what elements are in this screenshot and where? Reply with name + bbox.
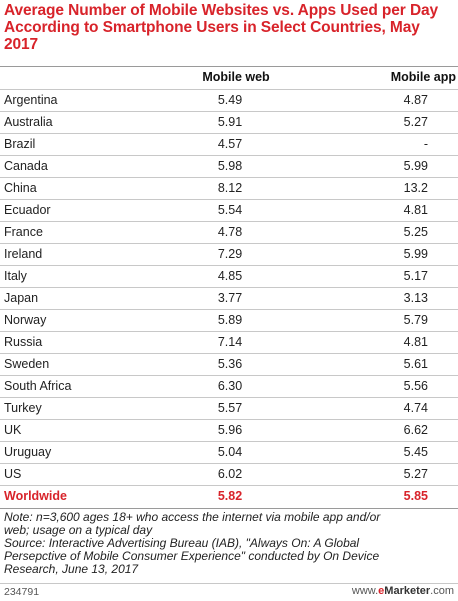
table-header: Mobile web Mobile app bbox=[0, 67, 458, 89]
table-row: Italy 4.85 5.17 bbox=[0, 265, 458, 287]
table-body: Argentina 5.49 4.87 Australia 5.91 5.27 Brazil… bbox=[0, 89, 458, 507]
table-row: Norway 5.89 5.79 bbox=[0, 309, 458, 331]
source-line: Research, June 13, 2017 bbox=[4, 562, 139, 576]
chart-title: Average Number of Mobile Websites vs. Ap… bbox=[4, 2, 439, 53]
mobile-web-value: 5.82 bbox=[217, 489, 243, 503]
table-row: Canada 5.98 5.99 bbox=[0, 155, 458, 177]
mobile-web-value: 3.77 bbox=[217, 291, 243, 305]
mobile-web-value: 5.54 bbox=[217, 203, 243, 217]
mobile-app-value: 5.61 bbox=[403, 357, 428, 371]
brand-logo: www.eMarketer.com bbox=[352, 585, 454, 597]
brand-suffix: .com bbox=[430, 585, 454, 597]
country-label: China bbox=[4, 181, 37, 195]
table-row: Uruguay 5.04 5.45 bbox=[0, 441, 458, 463]
notes: Note: n=3,600 ages 18+ who access the in… bbox=[4, 511, 456, 576]
country-label: Ireland bbox=[4, 247, 43, 261]
top-divider bbox=[0, 66, 458, 67]
table-row: US 6.02 5.27 bbox=[0, 463, 458, 485]
mobile-web-value: 6.30 bbox=[217, 379, 243, 393]
mobile-app-value: 5.27 bbox=[403, 115, 428, 129]
mobile-app-value: 5.99 bbox=[403, 247, 428, 261]
table-row: Ecuador 5.54 4.81 bbox=[0, 199, 458, 221]
mobile-app-value: 5.79 bbox=[403, 313, 428, 327]
mobile-web-value: 5.96 bbox=[217, 423, 243, 437]
note-line: web; usage on a typical day bbox=[4, 523, 153, 537]
mobile-web-value: 5.57 bbox=[217, 401, 243, 415]
country-label: Worldwide bbox=[4, 489, 67, 503]
mobile-web-value: 5.49 bbox=[217, 93, 243, 107]
mobile-app-value: 4.81 bbox=[403, 203, 428, 217]
country-label: Italy bbox=[4, 269, 27, 283]
column-header-mobile-app: Mobile app bbox=[390, 70, 456, 84]
mobile-app-value: 5.56 bbox=[403, 379, 428, 393]
country-label: Uruguay bbox=[4, 445, 52, 459]
mobile-app-value: 4.87 bbox=[403, 93, 428, 107]
mobile-app-value: 5.17 bbox=[403, 269, 428, 283]
mobile-app-value: 5.45 bbox=[403, 445, 428, 459]
mobile-web-value: 7.29 bbox=[217, 247, 243, 261]
table-row: Argentina 5.49 4.87 bbox=[0, 89, 458, 111]
mobile-app-value: 5.85 bbox=[403, 489, 428, 503]
country-label: Russia bbox=[4, 335, 43, 349]
country-label: Sweden bbox=[4, 357, 50, 371]
country-label: US bbox=[4, 467, 22, 481]
mobile-app-value: 3.13 bbox=[403, 291, 428, 305]
bottom-divider bbox=[0, 508, 458, 509]
mobile-app-value: 5.99 bbox=[403, 159, 428, 173]
table-row: France 4.78 5.25 bbox=[0, 221, 458, 243]
table-row: Australia 5.91 5.27 bbox=[0, 111, 458, 133]
table-row: China 8.12 13.2 bbox=[0, 177, 458, 199]
mobile-app-value: 5.27 bbox=[403, 467, 428, 481]
mobile-web-value: 5.04 bbox=[217, 445, 243, 459]
source-line: Persepctive of Mobile Consumer Experienc… bbox=[4, 549, 380, 563]
table-row: Russia 7.14 4.81 bbox=[0, 331, 458, 353]
brand-e: e bbox=[378, 585, 385, 597]
country-label: Australia bbox=[4, 115, 53, 129]
table-row: South Africa 6.30 5.56 bbox=[0, 375, 458, 397]
country-label: Brazil bbox=[4, 137, 36, 151]
country-label: Argentina bbox=[4, 93, 58, 107]
mobile-app-value: 5.25 bbox=[403, 225, 428, 239]
brand-prefix: www. bbox=[351, 585, 379, 597]
country-label: Canada bbox=[4, 159, 48, 173]
country-label: Norway bbox=[4, 313, 47, 327]
country-label: UK bbox=[4, 423, 22, 437]
mobile-web-value: 5.89 bbox=[217, 313, 243, 327]
mobile-web-value: 4.57 bbox=[217, 137, 243, 151]
chart-id: 234791 bbox=[4, 586, 40, 598]
table-row: Japan 3.77 3.13 bbox=[0, 287, 458, 309]
table-row: Brazil 4.57 - bbox=[0, 133, 458, 155]
table-row-total: Worldwide 5.82 5.85 bbox=[0, 485, 458, 507]
mobile-app-value: 13.2 bbox=[403, 181, 428, 195]
mobile-web-value: 7.14 bbox=[217, 335, 243, 349]
country-label: South Africa bbox=[4, 379, 72, 393]
mobile-app-value: 6.62 bbox=[403, 423, 428, 437]
column-header-mobile-web: Mobile web bbox=[202, 70, 270, 84]
brand-name: Marketer bbox=[384, 585, 431, 597]
mobile-app-value: 4.74 bbox=[403, 401, 428, 415]
table-row: Ireland 7.29 5.99 bbox=[0, 243, 458, 265]
footer-divider bbox=[0, 583, 458, 584]
mobile-app-value: 4.81 bbox=[403, 335, 428, 349]
mobile-web-value: 4.78 bbox=[217, 225, 243, 239]
table-row: UK 5.96 6.62 bbox=[0, 419, 458, 441]
table-row: Turkey 5.57 4.74 bbox=[0, 397, 458, 419]
country-label: Turkey bbox=[4, 401, 42, 415]
mobile-web-value: 6.02 bbox=[217, 467, 243, 481]
country-label: France bbox=[4, 225, 43, 239]
note-line: Note: n=3,600 ages 18+ who access the in… bbox=[4, 510, 381, 524]
mobile-web-value: 5.98 bbox=[217, 159, 243, 173]
mobile-web-value: 5.36 bbox=[217, 357, 243, 371]
mobile-app-value: - bbox=[423, 137, 428, 151]
mobile-web-value: 8.12 bbox=[217, 181, 243, 195]
country-label: Ecuador bbox=[4, 203, 51, 217]
country-label: Japan bbox=[4, 291, 39, 305]
mobile-web-value: 5.91 bbox=[217, 115, 243, 129]
table-row: Sweden 5.36 5.61 bbox=[0, 353, 458, 375]
mobile-web-value: 4.85 bbox=[217, 269, 243, 283]
source-line: Source: Interactive Advertising Bureau (… bbox=[4, 536, 360, 550]
